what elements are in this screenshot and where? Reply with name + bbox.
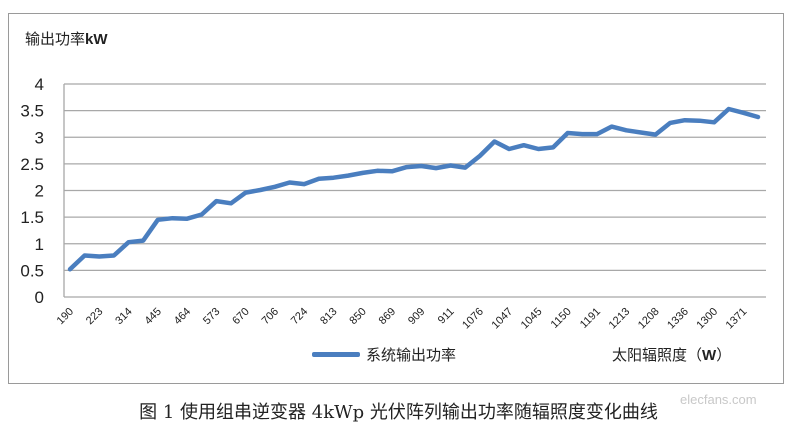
x-tick-label: 1045 [519, 306, 545, 332]
y-tick-label: 0 [35, 288, 44, 307]
legend: 系统输出功率 [312, 344, 456, 365]
y-tick-label: 3.5 [20, 102, 44, 121]
x-axis-title-text: 太阳辐照度（ [612, 346, 703, 364]
x-tick-label: 1076 [460, 306, 486, 332]
x-tick-label: 813 [318, 306, 339, 327]
x-tick-label: 464 [172, 306, 193, 327]
y-axis-title-unit: kW [85, 31, 108, 48]
legend-swatch [312, 352, 360, 357]
series-line [67, 106, 761, 272]
x-axis-title-close: ） [716, 346, 732, 364]
x-tick-label: 223 [84, 306, 105, 327]
x-tick-label: 1213 [607, 306, 633, 332]
legend-label: 系统输出功率 [366, 346, 457, 364]
x-tick-label: 445 [142, 306, 163, 327]
x-tick-label: 1150 [549, 306, 574, 331]
x-tick-label: 869 [377, 306, 398, 327]
x-axis-title-unit: W [702, 347, 717, 364]
y-tick-label: 1.5 [20, 208, 44, 227]
x-tick-label: 573 [201, 306, 222, 327]
y-tick-label: 1 [35, 235, 44, 254]
x-tick-label: 1191 [578, 306, 603, 331]
chart-frame [8, 13, 784, 384]
y-tick-label: 4 [35, 75, 44, 94]
figure-caption: 图 1 使用组串逆变器 4kWp 光伏阵列输出功率随辐照度变化曲线 [139, 402, 658, 423]
watermark: elecfans.com [680, 392, 757, 407]
x-axis-title: 太阳辐照度（W） [612, 344, 731, 365]
x-tick-label: 314 [113, 306, 134, 327]
x-tick-label: 1336 [665, 306, 691, 332]
y-axis-title-text: 输出功率 [25, 30, 86, 48]
x-tick-label: 706 [260, 306, 281, 327]
x-tick-label: 1371 [724, 306, 750, 332]
y-tick-label: 3 [35, 128, 44, 147]
y-tick-label: 0.5 [20, 261, 44, 280]
x-tick-label: 1300 [694, 306, 720, 332]
y-tick-label: 2.5 [20, 155, 44, 174]
x-tick-label: 190 [55, 306, 76, 327]
y-tick-label: 2 [35, 182, 44, 201]
y-axis-title: 输出功率kW [25, 28, 108, 49]
x-tick-label: 911 [436, 306, 457, 327]
x-tick-label: 1047 [489, 306, 515, 332]
x-tick-label: 850 [347, 306, 368, 327]
x-tick-label: 1208 [636, 306, 662, 332]
x-tick-label: 724 [289, 306, 310, 327]
x-tick-label: 670 [230, 306, 251, 327]
x-tick-label: 909 [406, 306, 427, 327]
